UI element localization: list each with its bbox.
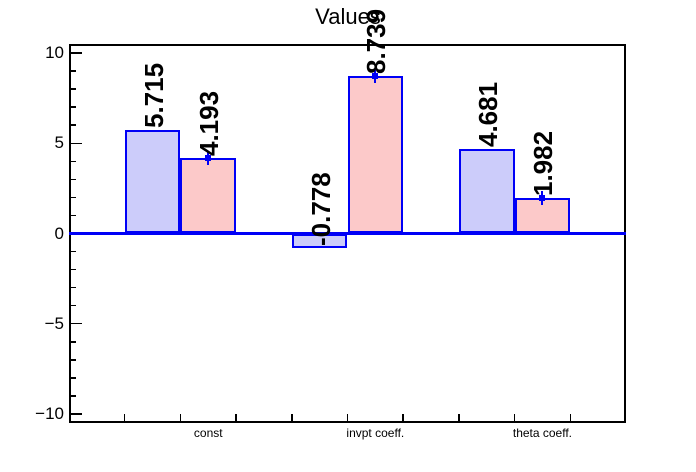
y-major-tick	[69, 52, 82, 54]
error-bar-marker	[539, 194, 546, 201]
y-minor-tick	[69, 178, 76, 181]
x-tick	[346, 414, 349, 423]
y-minor-tick	[69, 341, 76, 343]
y-minor-tick	[69, 268, 76, 271]
y-minor-tick	[69, 124, 76, 126]
y-major-tick	[69, 142, 82, 144]
y-major-tick	[69, 413, 82, 415]
y-minor-tick	[69, 304, 76, 307]
y-minor-tick	[69, 160, 76, 163]
value-label: 4.193	[194, 90, 225, 156]
y-minor-tick	[69, 196, 76, 199]
zero-line	[69, 232, 626, 235]
value-label: 8.739	[361, 8, 392, 74]
x-tick	[179, 414, 182, 423]
y-minor-tick	[69, 214, 76, 217]
category-label-theta-coeff-: theta coeff.	[512, 426, 573, 440]
y-major-tick	[69, 322, 82, 325]
bar-pink-series-invpt-coeff-	[347, 75, 404, 234]
x-tick	[123, 414, 126, 423]
bar-pink-series-const	[180, 157, 237, 234]
bar-blue-series-theta-coeff-	[458, 149, 515, 234]
y-minor-tick	[69, 377, 76, 379]
x-tick	[402, 414, 404, 423]
value-label: 5.715	[138, 63, 169, 129]
bar-blue-series-invpt-coeff-	[291, 233, 348, 248]
category-label-invpt-coeff-: invpt coeff.	[346, 426, 405, 440]
y-minor-tick	[69, 106, 76, 108]
x-tick	[235, 414, 237, 423]
chart-title: Values	[315, 4, 381, 29]
y-tick-label: −10	[35, 403, 64, 423]
value-label: 1.982	[528, 130, 559, 196]
y-minor-tick	[69, 359, 76, 361]
y-tick-label: 5	[54, 133, 64, 153]
x-tick	[569, 414, 572, 423]
value-label: -0.778	[305, 171, 336, 246]
y-minor-tick	[69, 70, 76, 72]
error-bar-marker	[372, 72, 379, 79]
y-tick-label: −5	[44, 313, 64, 333]
error-bar-marker	[205, 154, 212, 161]
y-minor-tick	[69, 286, 76, 289]
y-tick-label: 10	[45, 43, 64, 63]
bar-blue-series-const	[124, 130, 181, 234]
y-minor-tick	[69, 88, 76, 90]
y-minor-tick	[69, 250, 76, 253]
y-tick-label: 0	[54, 223, 64, 243]
x-tick	[291, 414, 293, 423]
value-label: 4.681	[472, 81, 503, 148]
y-minor-tick	[69, 395, 76, 397]
x-tick	[513, 414, 516, 423]
x-tick	[458, 414, 460, 423]
category-label-const: const	[193, 426, 223, 440]
